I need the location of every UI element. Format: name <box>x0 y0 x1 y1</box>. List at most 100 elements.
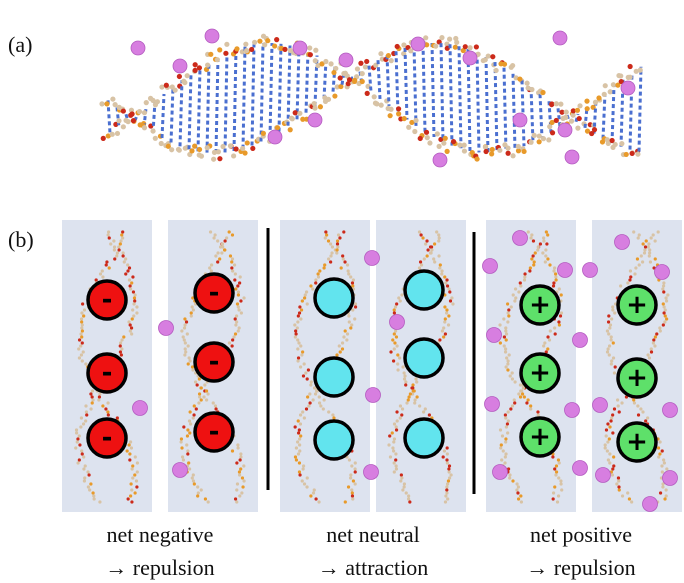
atom <box>197 401 200 404</box>
atom <box>303 482 306 485</box>
atom <box>393 422 396 425</box>
ion <box>553 31 567 45</box>
atom <box>626 281 629 284</box>
atom <box>204 497 207 500</box>
base-pair <box>198 68 200 152</box>
atom <box>134 455 137 458</box>
atom <box>265 38 270 43</box>
atom <box>648 251 651 254</box>
atom <box>445 491 448 494</box>
caption: → repulsion <box>105 555 214 580</box>
atom <box>352 78 357 83</box>
atom <box>83 479 86 482</box>
atom <box>186 449 189 452</box>
atom <box>205 145 210 150</box>
atom <box>413 398 416 401</box>
atom <box>84 464 87 467</box>
atom <box>474 44 479 49</box>
atom <box>619 141 624 146</box>
atom <box>173 88 178 93</box>
atom <box>386 53 391 58</box>
atom <box>309 284 312 287</box>
panel-label: (b) <box>8 227 34 252</box>
atom <box>133 299 136 302</box>
atom <box>658 452 661 455</box>
atom <box>550 130 555 135</box>
atom <box>130 281 133 284</box>
atom <box>556 500 559 503</box>
atom <box>415 395 418 398</box>
atom <box>223 248 226 251</box>
atom <box>506 359 509 362</box>
atom <box>298 443 301 446</box>
atom <box>350 323 353 326</box>
atom <box>338 236 341 239</box>
atom <box>429 251 432 254</box>
atom <box>605 137 610 142</box>
atom <box>448 464 451 467</box>
atom <box>237 329 240 332</box>
atom <box>433 260 436 263</box>
atom <box>401 407 404 410</box>
atom <box>316 272 319 275</box>
ion <box>643 497 658 512</box>
atom <box>302 467 305 470</box>
atom <box>150 98 155 103</box>
atom <box>104 407 107 410</box>
atom <box>513 398 516 401</box>
atom <box>107 230 110 233</box>
atom <box>130 488 133 491</box>
atom <box>349 275 352 278</box>
atom <box>606 449 609 452</box>
atom <box>610 317 613 320</box>
atom <box>80 353 83 356</box>
atom <box>87 473 90 476</box>
atom <box>239 452 242 455</box>
atom <box>239 455 242 458</box>
atom <box>324 230 327 233</box>
atom <box>240 491 243 494</box>
atom <box>649 260 652 263</box>
atom <box>437 233 440 236</box>
atom <box>295 446 298 449</box>
base-pair <box>261 43 263 141</box>
atom <box>542 236 545 239</box>
atom <box>209 230 212 233</box>
atom <box>474 156 479 161</box>
atom <box>235 314 238 317</box>
atom <box>293 323 296 326</box>
atom <box>372 94 377 99</box>
atom <box>611 308 614 311</box>
charge-circle <box>315 279 353 317</box>
atom <box>346 332 349 335</box>
atom <box>308 392 311 395</box>
atom <box>512 293 515 296</box>
atom <box>346 263 349 266</box>
atom <box>504 365 507 368</box>
atom <box>546 137 551 142</box>
atom <box>311 287 314 290</box>
atom <box>608 452 611 455</box>
atom <box>119 242 122 245</box>
atom <box>662 281 665 284</box>
ion <box>365 251 380 266</box>
atom <box>186 452 189 455</box>
atom <box>662 290 665 293</box>
atom <box>541 136 546 141</box>
atom <box>446 461 449 464</box>
atom <box>351 491 354 494</box>
atom <box>192 416 195 419</box>
atom <box>185 73 190 78</box>
atom <box>137 109 142 114</box>
atom <box>298 461 301 464</box>
atom <box>444 500 447 503</box>
atom <box>314 497 317 500</box>
atom <box>503 461 506 464</box>
atom <box>413 401 416 404</box>
atom <box>202 395 205 398</box>
atom <box>521 392 524 395</box>
ion <box>463 51 477 65</box>
atom <box>98 395 101 398</box>
atom <box>89 482 92 485</box>
atom <box>546 347 549 350</box>
